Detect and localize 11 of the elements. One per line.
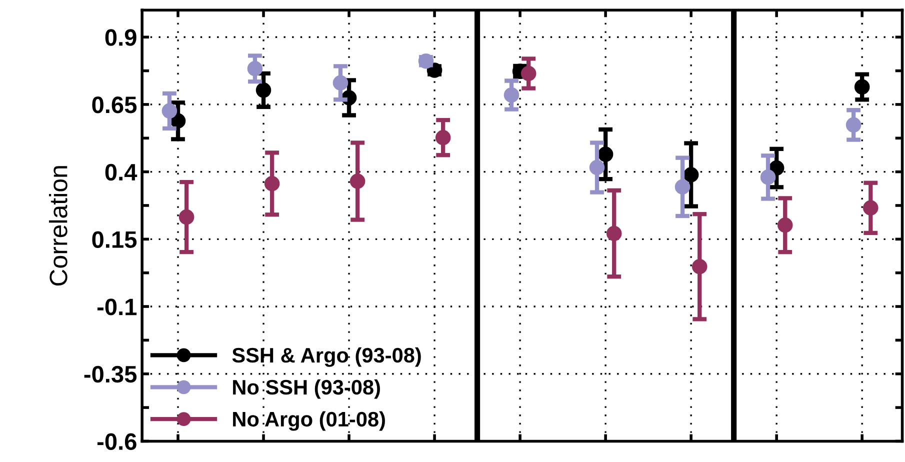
y-tick-label: 0.15 <box>92 231 137 248</box>
legend-label: SSH & Argo (93-08) <box>232 347 421 367</box>
legend-label: No SSH (93-08) <box>233 379 380 399</box>
y-tick-label: -0.35 <box>84 366 137 383</box>
y-tick-label: 0.4 <box>105 164 138 181</box>
y-tick-label: -0.1 <box>97 298 137 316</box>
legend-label: No Argo (01-08) <box>233 411 385 431</box>
y-tick-label: -0.6 <box>97 433 136 450</box>
y-axis-title: Correlation <box>48 166 68 286</box>
y-tick-label: 0.65 <box>92 96 137 114</box>
y-tick-label: 0.9 <box>105 29 136 46</box>
